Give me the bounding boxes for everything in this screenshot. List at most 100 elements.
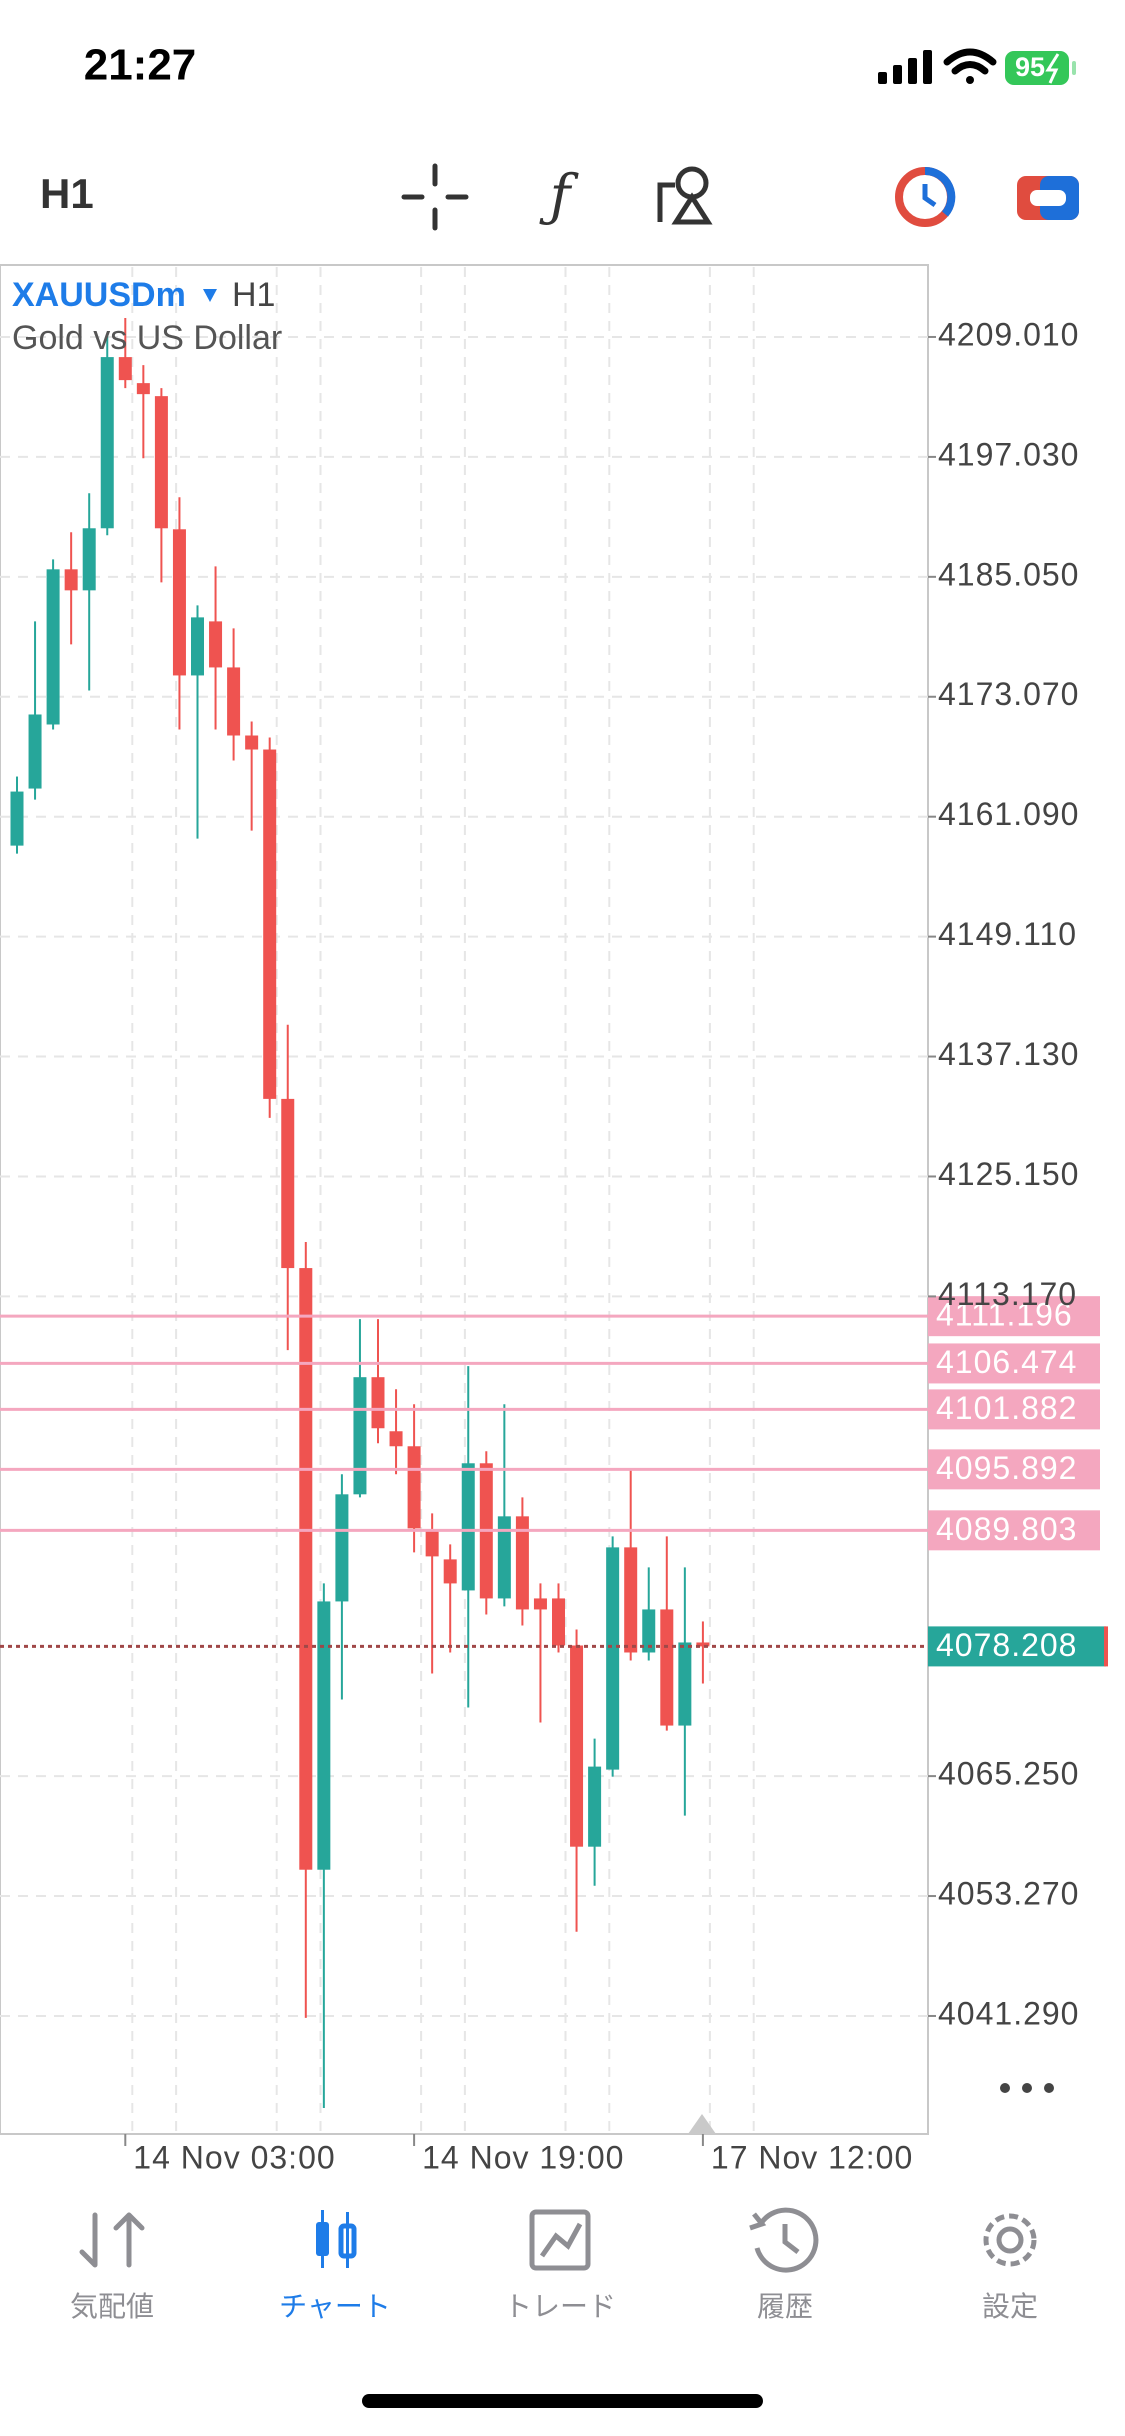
candle-body xyxy=(588,1766,602,1847)
candle-body xyxy=(389,1431,403,1447)
current-price-label: 4078.208 xyxy=(936,1627,1077,1663)
x-tick-label: 14 Nov 03:00 xyxy=(133,2139,335,2175)
level-label-box xyxy=(928,1296,1100,1337)
candle-body xyxy=(642,1609,656,1653)
y-tick-label: 4137.130 xyxy=(938,1036,1079,1072)
x-tick-label: 17 Nov 12:00 xyxy=(711,2139,913,2175)
trade-signals-button[interactable] xyxy=(895,166,956,227)
candle-body xyxy=(209,621,223,668)
candle-body xyxy=(227,667,241,736)
candle-body xyxy=(696,1642,710,1647)
more-button[interactable] xyxy=(1000,2083,1054,2093)
candle-body xyxy=(678,1642,692,1726)
toolbar-timeframe[interactable]: H1 xyxy=(40,170,94,217)
tab-label[interactable]: 設定 xyxy=(982,2290,1038,2323)
level-label-box xyxy=(928,1449,1100,1490)
candle-body xyxy=(245,735,259,750)
tab-bar: 気配値 チャート トレード 履歴 設定 xyxy=(70,2207,1038,2323)
candle-body xyxy=(191,617,204,676)
home-indicator xyxy=(362,2394,763,2408)
candle-body xyxy=(425,1531,439,1557)
level-label-box xyxy=(928,1343,1100,1384)
candle-body xyxy=(82,528,96,591)
candle-body xyxy=(28,714,42,789)
candle-body xyxy=(118,357,132,381)
candle-body xyxy=(281,1098,295,1269)
candle-body xyxy=(624,1547,638,1653)
level-label-box xyxy=(928,1510,1100,1551)
candle-body xyxy=(533,1598,547,1610)
candle-body xyxy=(299,1268,313,1870)
candle-body xyxy=(263,749,277,1099)
y-tick-label: 4173.070 xyxy=(938,676,1079,712)
tab-label[interactable]: 気配値 xyxy=(70,2290,154,2323)
candle-body xyxy=(136,383,150,395)
tab-icon-trade xyxy=(529,2209,591,2271)
signal-icon xyxy=(878,50,932,84)
crosshair-button[interactable] xyxy=(401,163,469,231)
status-time: 21:27 xyxy=(84,41,197,90)
y-tick-label: 4185.050 xyxy=(938,556,1079,592)
candle-body xyxy=(353,1377,367,1495)
candle-body xyxy=(515,1516,529,1610)
chart: 4111.196 4106.474 4101.882 4095.892 4089.803… xyxy=(0,264,1108,2175)
tab-label[interactable]: チャート xyxy=(279,2290,391,2323)
candle-body xyxy=(570,1645,584,1847)
tab-icon-chart xyxy=(316,2210,357,2268)
battery-icon: 95 xyxy=(1005,51,1076,85)
candle-body xyxy=(172,529,186,676)
chart-timeframe: H1 xyxy=(232,276,275,314)
candle-body xyxy=(64,569,78,591)
candle-body xyxy=(461,1463,475,1591)
tab-icon-quotes xyxy=(79,2212,145,2268)
level-label: 4111.196 xyxy=(936,1297,1073,1333)
current-price-edge xyxy=(1104,1626,1108,1667)
y-tick-label: 4197.030 xyxy=(938,436,1079,472)
candle-body xyxy=(100,357,114,529)
candle-body xyxy=(371,1377,385,1429)
objects-button[interactable] xyxy=(657,166,713,225)
symbol-name[interactable]: XAUUSDm xyxy=(12,276,186,314)
tab-icon-settings xyxy=(983,2213,1037,2267)
y-axis: 4209.010 4197.030 4185.050 4173.070 4161.090… xyxy=(124,316,1079,2175)
candle-body xyxy=(154,396,168,529)
level-label: 4101.882 xyxy=(936,1390,1077,1426)
scroll-marker[interactable] xyxy=(688,2114,716,2134)
level-label: 4095.892 xyxy=(936,1450,1077,1486)
candle-body xyxy=(497,1516,511,1599)
level-label-box xyxy=(928,1389,1100,1430)
indicator-button[interactable]: ƒ xyxy=(539,164,580,229)
wifi-icon xyxy=(943,48,997,84)
tab-label[interactable]: トレード xyxy=(504,2290,616,2323)
y-tick-label: 4161.090 xyxy=(938,796,1079,832)
y-tick-label: 4065.250 xyxy=(938,1756,1079,1792)
tab-icon-history xyxy=(749,2207,819,2273)
current-price-box xyxy=(928,1626,1106,1667)
battery-level: 95 xyxy=(1015,52,1045,82)
candle-body xyxy=(660,1609,674,1726)
candles xyxy=(10,318,710,2108)
y-tick-label: 4209.010 xyxy=(938,316,1079,352)
x-tick-label: 14 Nov 19:00 xyxy=(422,2139,624,2175)
level-label: 4106.474 xyxy=(936,1344,1077,1380)
y-tick-label: 4125.150 xyxy=(938,1156,1079,1192)
y-tick-label: 4113.170 xyxy=(938,1276,1077,1312)
account-button[interactable] xyxy=(1017,176,1079,220)
y-tick-label: 4041.290 xyxy=(938,1995,1079,2031)
y-tick-label: 4149.110 xyxy=(938,916,1077,952)
candle-body xyxy=(317,1601,331,1870)
symbol-description: Gold vs US Dollar xyxy=(12,319,282,357)
symbol-dropdown[interactable] xyxy=(203,289,217,302)
candle-body xyxy=(443,1559,457,1584)
candle-body xyxy=(10,791,24,846)
level-label: 4089.803 xyxy=(936,1511,1077,1547)
overlay: 4111.196 4106.474 4101.882 4095.892 4089.803… xyxy=(0,1296,1108,1667)
candle-body xyxy=(407,1446,421,1529)
candle-body xyxy=(46,569,60,725)
tab-label[interactable]: 履歴 xyxy=(757,2290,813,2323)
candle-body xyxy=(606,1547,620,1770)
y-tick-label: 4053.270 xyxy=(938,1875,1079,1911)
